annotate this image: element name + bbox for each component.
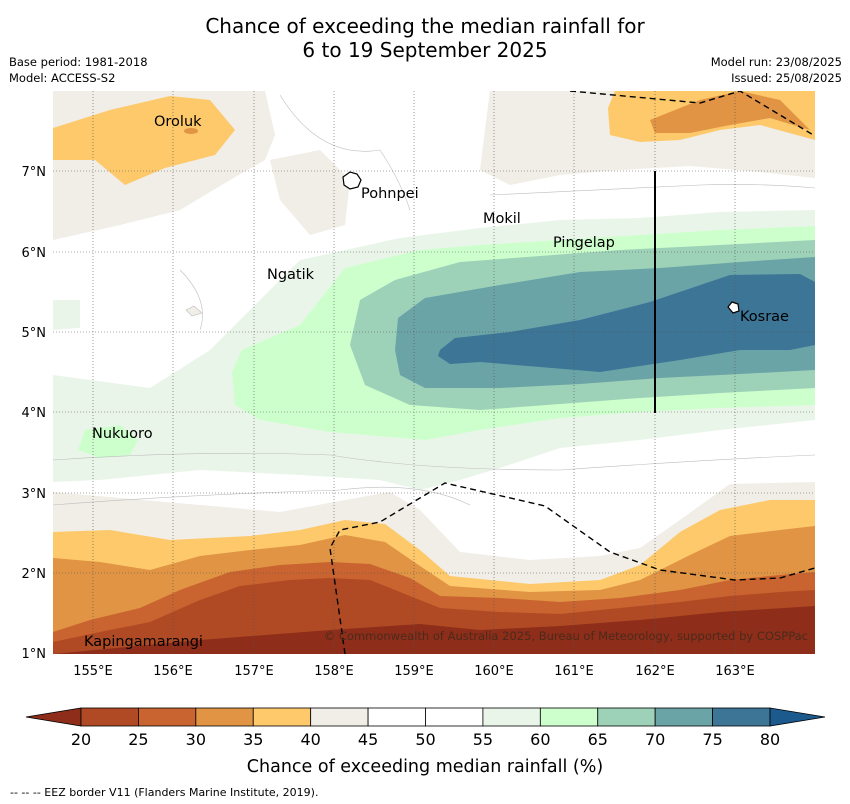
- lat-labels: 7°N 6°N 5°N 4°N 3°N 2°N 1°N: [22, 165, 47, 662]
- colorbar-segment: [252, 707, 312, 727]
- colorbar-segment: [367, 707, 426, 727]
- contour-below-20-south: [53, 606, 815, 654]
- colorbar-tick-label: 50: [415, 730, 435, 749]
- minor-contour: [53, 453, 815, 471]
- lat-label-6n: 6°N: [22, 246, 47, 261]
- colorbar-under-arrow: [25, 707, 82, 727]
- colorbar-segment: [712, 707, 771, 727]
- label-kosrae: Kosrae: [740, 309, 789, 325]
- colorbar-tick-label: 35: [243, 730, 263, 749]
- lat-label-5n: 5°N: [22, 326, 47, 341]
- minor-contour: [179, 269, 203, 331]
- label-pohnpei: Pohnpei: [361, 186, 419, 202]
- colorbar-segment: [539, 707, 599, 727]
- contour-30-35-oroluk: [184, 128, 198, 134]
- lat-label-4n: 4°N: [22, 406, 47, 421]
- issued-date: Issued: 25/08/2025: [731, 71, 842, 85]
- kosrae-island-shape: [727, 301, 740, 314]
- label-nukuoro: Nukuoro: [92, 426, 153, 442]
- colorbar-segment: [138, 707, 197, 727]
- lat-label-7n: 7°N: [22, 165, 47, 180]
- colorbar-tick-label: 30: [186, 730, 206, 749]
- label-kapingamarangi: Kapingamarangi: [84, 634, 203, 650]
- base-period: Base period: 1981-2018: [9, 55, 148, 69]
- colorbar-tick-label: 80: [760, 730, 780, 749]
- contour-75-80: [438, 274, 815, 372]
- lat-label-3n: 3°N: [22, 487, 47, 502]
- colorbar-segment: [195, 707, 254, 727]
- lon-label-159e: 159°E: [394, 664, 434, 679]
- colorbar-segment: [425, 707, 484, 727]
- lon-label-162e: 162°E: [635, 664, 675, 679]
- colorbar-tick-label: 65: [588, 730, 608, 749]
- label-pingelap: Pingelap: [553, 235, 615, 251]
- colorbar-tick-label: 60: [530, 730, 550, 749]
- colorbar-segment: [310, 707, 369, 727]
- eez-footnote: -- -- -- EEZ border V11 (Flanders Marine…: [10, 786, 319, 799]
- minor-contour-patch: [185, 305, 203, 317]
- lon-labels: 155°E 156°E 157°E 158°E 159°E 160°E 161°…: [73, 664, 755, 679]
- colorbar-over-arrow: [769, 707, 826, 727]
- colorbar-tick-label: 40: [300, 730, 320, 749]
- lon-label-157e: 157°E: [234, 664, 274, 679]
- colorbar-segment: [482, 707, 541, 727]
- title-line-1: Chance of exceeding the median rainfall …: [205, 14, 645, 38]
- label-mokil: Mokil: [483, 211, 521, 227]
- colorbar-tick-label: 75: [702, 730, 722, 749]
- title-line-2: 6 to 19 September 2025: [302, 38, 548, 62]
- model-run: Model run: 23/08/2025: [710, 55, 842, 69]
- label-ngatik: Ngatik: [267, 267, 315, 283]
- model-name: Model: ACCESS-S2: [9, 71, 116, 85]
- lat-label-2n: 2°N: [22, 567, 47, 582]
- colorbar-segment: [597, 707, 656, 727]
- lon-label-155e: 155°E: [73, 664, 113, 679]
- colorbar-tick-label: 70: [645, 730, 665, 749]
- colorbar-segments: [80, 707, 771, 727]
- colorbar-label: Chance of exceeding median rainfall (%): [247, 757, 603, 777]
- colorbar-tick-label: 20: [71, 730, 91, 749]
- label-oroluk: Oroluk: [154, 114, 202, 130]
- lon-label-161e: 161°E: [554, 664, 594, 679]
- pohnpei-island-shape: [342, 171, 362, 190]
- contour-30-35-ne: [650, 91, 810, 133]
- lon-label-160e: 160°E: [474, 664, 514, 679]
- lon-label-156e: 156°E: [153, 664, 193, 679]
- colorbar: 20 25 30 35 40 45 50 55 60 65 70 75 80 Chance of exc…: [25, 707, 826, 777]
- copyright-notice: © Commonwealth of Australia 2025, Bureau…: [324, 629, 808, 643]
- minor-contour: [489, 184, 815, 196]
- contour-35-40-oroluk: [53, 96, 235, 185]
- lat-label-1n: 1°N: [22, 647, 47, 662]
- eez-border: [329, 91, 815, 654]
- colorbar-tick-labels: 20 25 30 35 40 45 50 55 60 65 70 75 80: [71, 730, 780, 749]
- colorbar-tick-label: 45: [358, 730, 378, 749]
- colorbar-tick-label: 55: [473, 730, 493, 749]
- colorbar-segment: [654, 707, 713, 727]
- minor-contour: [279, 94, 411, 211]
- colorbar-tick-label: 25: [128, 730, 148, 749]
- lon-label-163e: 163°E: [715, 664, 755, 679]
- lon-label-158e: 158°E: [314, 664, 354, 679]
- contour-55-60-west: [53, 300, 80, 330]
- minor-contour: [53, 486, 471, 506]
- map-area: Oroluk Pohnpei Mokil Pingelap Ngatik Kos…: [53, 91, 815, 654]
- colorbar-segment: [80, 707, 139, 727]
